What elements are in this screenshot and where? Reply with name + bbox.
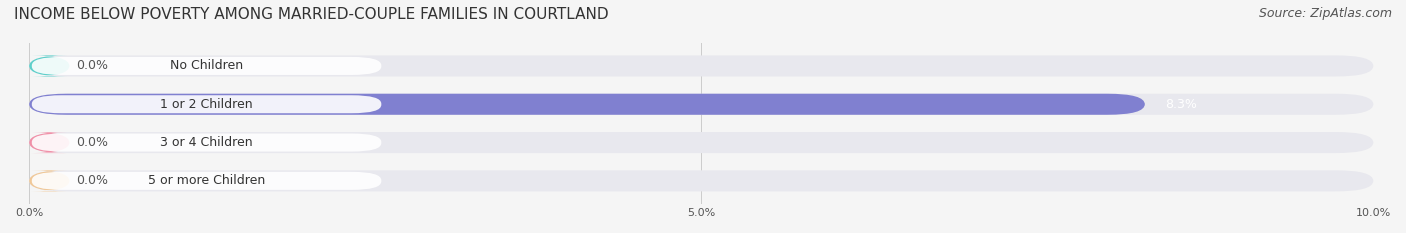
FancyBboxPatch shape xyxy=(32,134,381,151)
Text: 1 or 2 Children: 1 or 2 Children xyxy=(160,98,253,111)
FancyBboxPatch shape xyxy=(30,94,1374,115)
Text: 0.0%: 0.0% xyxy=(76,136,108,149)
Text: 3 or 4 Children: 3 or 4 Children xyxy=(160,136,253,149)
FancyBboxPatch shape xyxy=(30,170,1374,191)
FancyBboxPatch shape xyxy=(30,55,1374,76)
Text: Source: ZipAtlas.com: Source: ZipAtlas.com xyxy=(1258,7,1392,20)
Text: INCOME BELOW POVERTY AMONG MARRIED-COUPLE FAMILIES IN COURTLAND: INCOME BELOW POVERTY AMONG MARRIED-COUPL… xyxy=(14,7,609,22)
FancyBboxPatch shape xyxy=(30,94,1144,115)
Text: 5 or more Children: 5 or more Children xyxy=(148,174,266,187)
FancyBboxPatch shape xyxy=(30,170,69,191)
FancyBboxPatch shape xyxy=(30,132,1374,153)
Text: 8.3%: 8.3% xyxy=(1166,98,1197,111)
Text: No Children: No Children xyxy=(170,59,243,72)
FancyBboxPatch shape xyxy=(32,172,381,190)
FancyBboxPatch shape xyxy=(30,55,69,76)
FancyBboxPatch shape xyxy=(32,57,381,75)
FancyBboxPatch shape xyxy=(32,95,381,113)
FancyBboxPatch shape xyxy=(30,132,69,153)
Text: 0.0%: 0.0% xyxy=(76,174,108,187)
Text: 0.0%: 0.0% xyxy=(76,59,108,72)
